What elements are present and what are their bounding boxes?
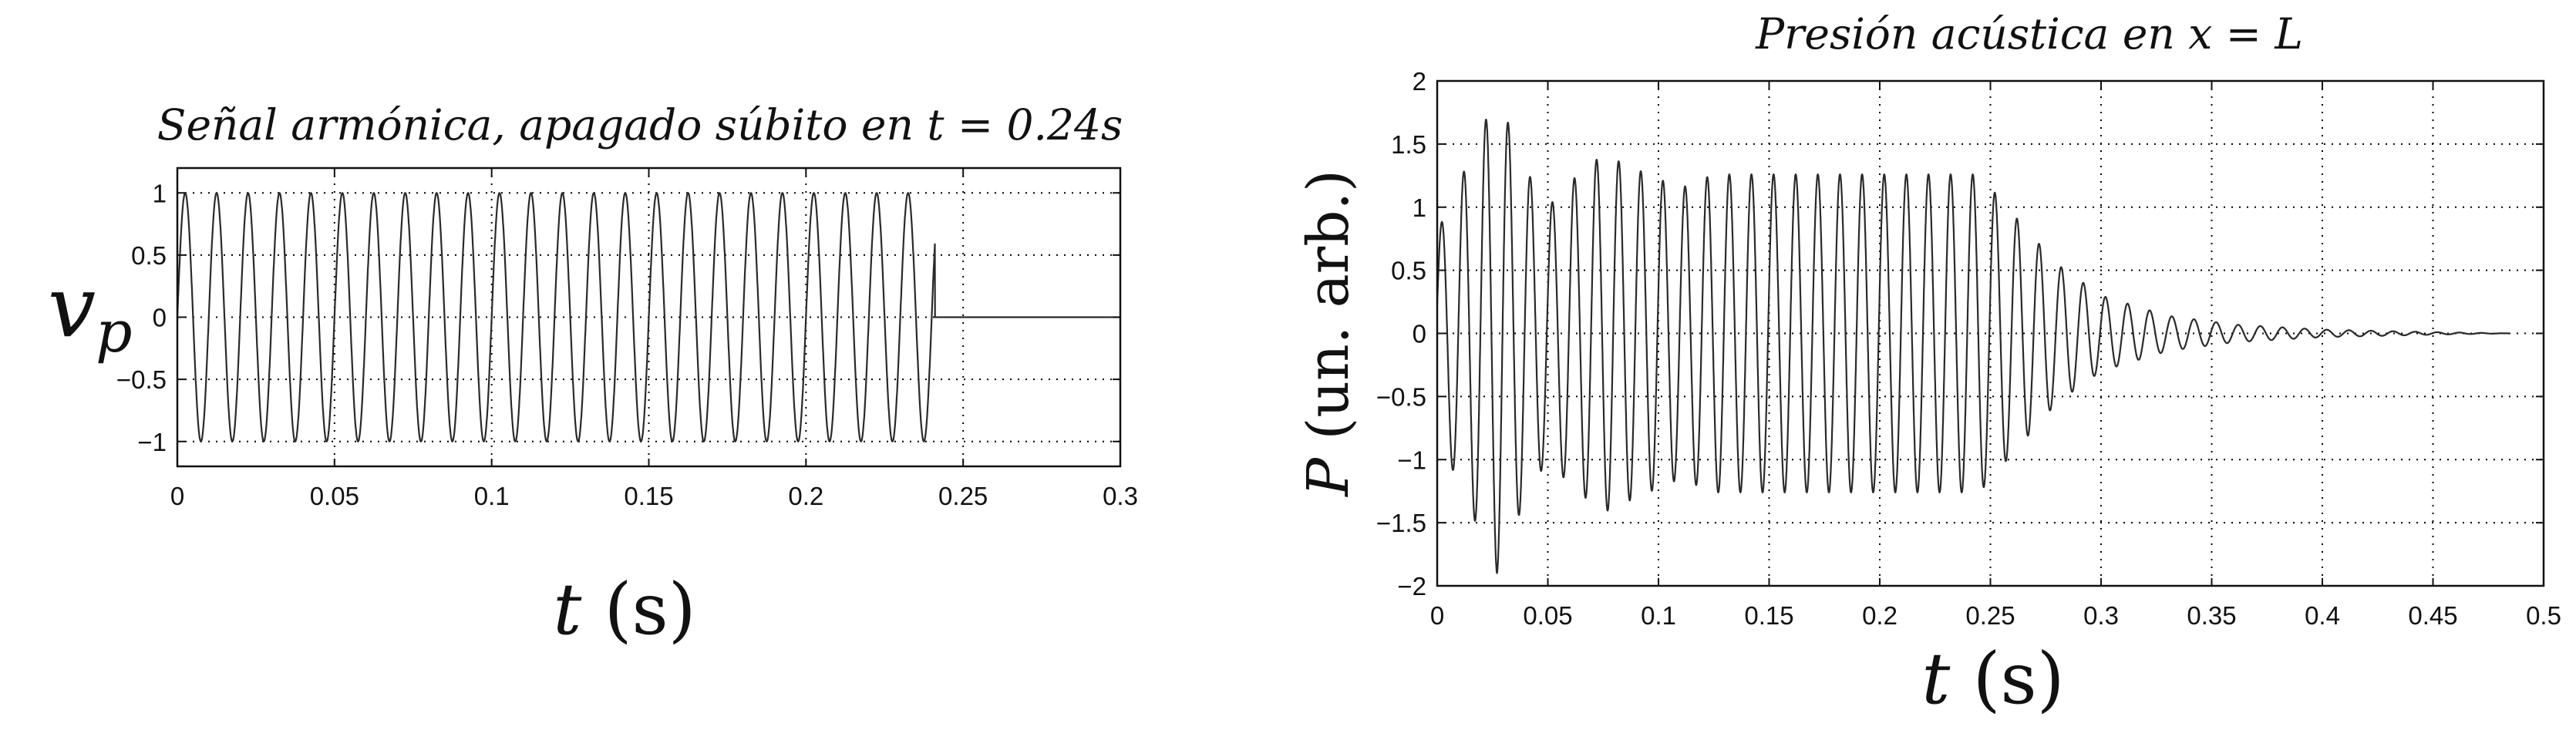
c2-y-tick-label: 0 (1413, 320, 1426, 348)
c2-x-tick-label: 0.5 (2526, 601, 2561, 630)
chart-2-x-axis-label: t (s) (1921, 637, 2064, 720)
c2-x-tick-label: 0 (1430, 601, 1444, 630)
chart-2: Presión acústica en x = L 0 0.05 0.1 0.15 0.… (1295, 9, 2561, 720)
c2-x-tick-label: 0.45 (2408, 601, 2457, 630)
c2-y-tick-label: 1 (1413, 193, 1426, 222)
c2-x-tick-label: 0.2 (1862, 601, 1897, 630)
chart-1-y-ticks: 1 0.5 0 −0.5 −1 (116, 179, 1120, 456)
c2-y-tick-label: 0.5 (1391, 257, 1426, 285)
chart-2-series-line (1436, 119, 2511, 574)
chart-1: Señal armónica, apagado súbito en t = 0.… (48, 100, 1138, 651)
c2-x-tick-label: 0.4 (2305, 601, 2340, 630)
c2-y-tick-label: −1 (1397, 446, 1426, 474)
c2-x-tick-label: 0.3 (2083, 601, 2119, 630)
c1-y-tick-label: −0.5 (116, 365, 167, 394)
c2-y-tick-label: −2 (1397, 572, 1426, 600)
c1-x-tick-label: 0.25 (938, 482, 988, 510)
c1-y-tick-label: 0.5 (131, 241, 167, 270)
c2-x-tick-label: 0.25 (1965, 601, 2015, 630)
chart-1-series-line (176, 192, 1121, 442)
c1-x-tick-label: 0.15 (624, 482, 673, 510)
c1-x-tick-label: 0.3 (1103, 482, 1138, 510)
c2-x-tick-label: 0.05 (1523, 601, 1572, 630)
chart-1-x-ticks: 0 0.05 0.1 0.15 0.2 0.25 0.3 (170, 168, 1138, 510)
chart-2-x-ticks: 0 0.05 0.1 0.15 0.2 0.25 0.3 0.35 0.4 0.45 0.5 (1430, 81, 2561, 630)
chart-2-title: Presión acústica en x = L (1755, 9, 2303, 59)
c2-y-tick-label: −1.5 (1376, 509, 1426, 537)
chart-1-x-axis-label: t (s) (553, 568, 695, 651)
c1-x-tick-label: 0.2 (788, 482, 823, 510)
c1-y-tick-label: 0 (153, 304, 167, 332)
c1-y-tick-label: −1 (137, 428, 167, 456)
c2-y-tick-label: −0.5 (1376, 382, 1426, 411)
c2-x-tick-label: 0.1 (1641, 601, 1676, 630)
chart-1-y-axis-label: vp (48, 257, 133, 365)
chart-2-y-axis-label: P (un. arb.) (1295, 170, 1362, 498)
c1-y-tick-label: 1 (153, 179, 167, 207)
c2-x-tick-label: 0.15 (1744, 601, 1793, 630)
c2-y-tick-label: 2 (1413, 67, 1426, 96)
c1-x-tick-label: 0.05 (310, 482, 359, 510)
c2-x-tick-label: 0.35 (2187, 601, 2236, 630)
c1-x-tick-label: 0 (170, 482, 184, 510)
c2-y-tick-label: 1.5 (1391, 130, 1426, 159)
chart-2-y-ticks: 2 1.5 1 0.5 0 −0.5 −1 −1.5 −2 (1376, 67, 2544, 600)
c1-x-tick-label: 0.1 (474, 482, 510, 510)
chart-1-title: Señal armónica, apagado súbito en t = 0.… (157, 100, 1123, 150)
